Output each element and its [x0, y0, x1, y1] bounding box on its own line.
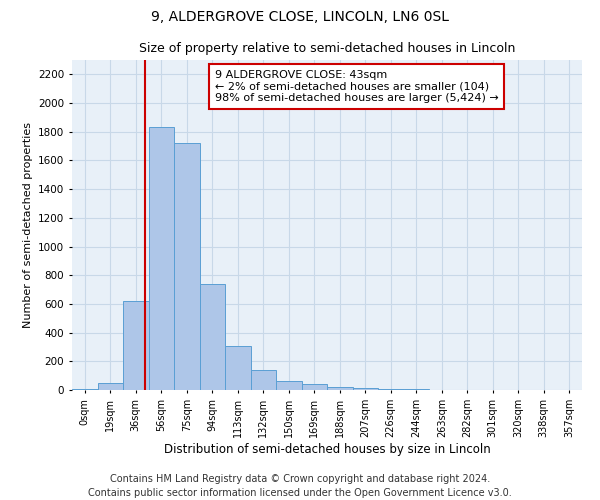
X-axis label: Distribution of semi-detached houses by size in Lincoln: Distribution of semi-detached houses by … — [164, 442, 490, 456]
Text: Contains HM Land Registry data © Crown copyright and database right 2024.
Contai: Contains HM Land Registry data © Crown c… — [88, 474, 512, 498]
Bar — [353, 388, 378, 390]
Bar — [72, 388, 97, 390]
Bar — [327, 387, 353, 390]
Text: 9, ALDERGROVE CLOSE, LINCOLN, LN6 0SL: 9, ALDERGROVE CLOSE, LINCOLN, LN6 0SL — [151, 10, 449, 24]
Bar — [302, 384, 327, 390]
Bar — [149, 128, 174, 390]
Text: 9 ALDERGROVE CLOSE: 43sqm
← 2% of semi-detached houses are smaller (104)
98% of : 9 ALDERGROVE CLOSE: 43sqm ← 2% of semi-d… — [215, 70, 499, 103]
Bar — [378, 389, 404, 390]
Bar — [251, 370, 276, 390]
Bar — [123, 301, 149, 390]
Bar — [276, 382, 302, 390]
Bar — [225, 346, 251, 390]
Bar — [174, 143, 199, 390]
Bar — [199, 284, 225, 390]
Bar — [97, 383, 123, 390]
Title: Size of property relative to semi-detached houses in Lincoln: Size of property relative to semi-detach… — [139, 42, 515, 54]
Y-axis label: Number of semi-detached properties: Number of semi-detached properties — [23, 122, 32, 328]
